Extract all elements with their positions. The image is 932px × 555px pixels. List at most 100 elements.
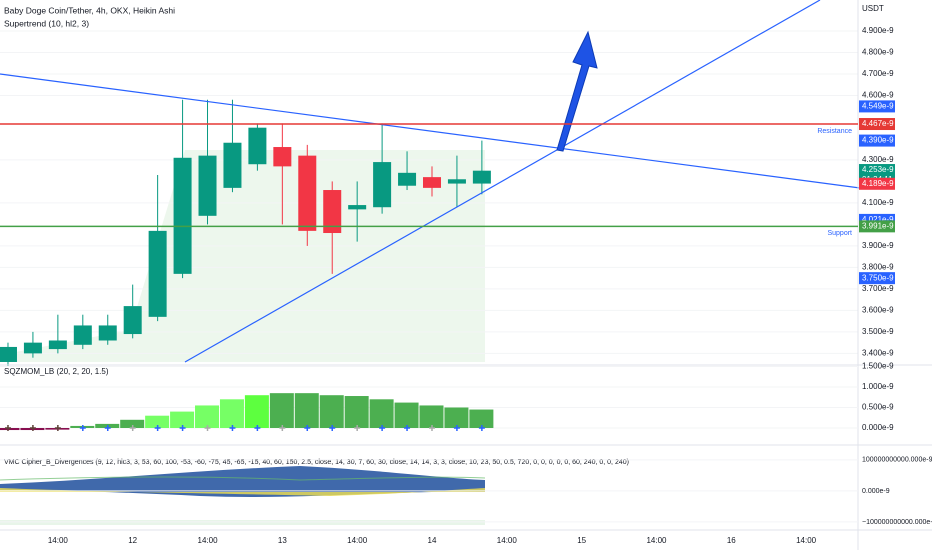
histogram-bar <box>319 395 344 428</box>
y-tick-label: 3.500e-9 <box>862 327 894 336</box>
histogram-bar <box>369 399 394 428</box>
candle-body <box>298 155 317 231</box>
wave-line <box>0 476 486 481</box>
squeeze-dot <box>254 424 261 431</box>
x-tick-label: 14:00 <box>796 536 817 545</box>
squeeze-dot <box>229 424 236 431</box>
candle-body <box>0 346 17 362</box>
price-tag <box>859 134 895 147</box>
candle-body <box>73 325 92 345</box>
price-tag-label: 4.467e-9 <box>862 119 894 128</box>
y-tick-label: 3.400e-9 <box>862 349 894 358</box>
histogram-bar <box>294 393 319 428</box>
y-tick-label: 0.500e-9 <box>862 403 894 412</box>
price-tag-label: 4.189e-9 <box>862 179 894 188</box>
squeeze-dot <box>453 424 460 431</box>
x-tick-label: 14:00 <box>497 536 518 545</box>
price-tag <box>859 220 895 233</box>
squeeze-dot <box>279 424 286 431</box>
histogram-bar <box>219 399 244 428</box>
squeeze-dot <box>428 424 435 431</box>
candle-body <box>48 340 67 350</box>
histogram-bar <box>419 405 444 428</box>
candle-body <box>248 127 267 165</box>
y-tick-label: 1.000e-9 <box>862 382 894 391</box>
wave-yellow <box>0 488 485 496</box>
squeeze-dot <box>379 424 386 431</box>
pane-title: SQZMOM_LB (20, 2, 20, 1.5) <box>4 367 109 376</box>
squeeze-dot <box>404 424 411 431</box>
y-tick-label: 1.500e-9 <box>862 362 894 371</box>
squeeze-dot <box>129 424 136 431</box>
trendline-down <box>0 73 861 189</box>
histogram-bar <box>444 407 469 428</box>
candle-body <box>373 162 392 208</box>
x-tick-label: 12 <box>128 536 137 545</box>
histogram-bar <box>344 396 369 428</box>
arrow <box>556 30 598 152</box>
x-tick-label: 16 <box>727 536 736 545</box>
level-label: Resistance <box>817 128 852 135</box>
trendline-up <box>184 0 821 363</box>
y-tick-label: 4.800e-9 <box>862 48 894 57</box>
x-tick-label: 14:00 <box>48 536 69 545</box>
squeeze-dot <box>154 424 161 431</box>
x-tick-label: 15 <box>577 536 586 545</box>
y-tick-label: 3.900e-9 <box>862 241 894 250</box>
histogram-bar <box>269 393 294 428</box>
squeeze-dot <box>4 424 11 431</box>
candle-body <box>398 172 417 186</box>
y-tick-label: −100000000000.000e-9 <box>862 519 932 526</box>
candle-body <box>422 177 441 188</box>
price-tag <box>859 118 895 131</box>
price-tag-label: 4.021e-9 <box>862 215 894 224</box>
candle-body <box>148 230 167 317</box>
y-tick-label: 4.600e-9 <box>862 91 894 100</box>
pane-title: VMC Cipher_B_Divergences (9, 12, hlc3, 3… <box>4 459 629 466</box>
y-tick-label: 0.000e-9 <box>862 423 894 432</box>
histogram-bar <box>170 411 195 428</box>
price-tag <box>859 272 895 285</box>
chart-title: Baby Doge Coin/Tether, 4h, OKX, Heikin A… <box>4 5 175 15</box>
price-tag-label: 4.253e-9 <box>862 165 894 174</box>
band <box>0 520 485 525</box>
y-tick-label: 4.700e-9 <box>862 69 894 78</box>
candle-body <box>173 157 192 274</box>
y-tick-label: 4.100e-9 <box>862 198 894 207</box>
candle-body <box>323 190 342 234</box>
histogram-bar <box>244 395 269 428</box>
squeeze-dot <box>179 424 186 431</box>
candle-body <box>472 170 491 184</box>
histogram-bar <box>120 419 145 428</box>
candle-body <box>23 342 42 354</box>
price-tag <box>859 177 895 190</box>
x-tick-label: 13 <box>278 536 287 545</box>
y-tick-label: 4.900e-9 <box>862 26 894 35</box>
squeeze-dot <box>354 424 361 431</box>
x-tick-label: 14:00 <box>347 536 368 545</box>
candle-body <box>198 155 217 216</box>
x-tick-label: 14:00 <box>646 536 667 545</box>
currency: USDT <box>862 4 884 13</box>
candle-body <box>123 306 142 335</box>
histogram-bar <box>469 409 494 428</box>
candle-body <box>348 205 367 210</box>
price-tag <box>859 100 895 113</box>
squeeze-dot <box>304 424 311 431</box>
histogram-bar <box>195 405 220 428</box>
indicator-label: Supertrend (10, hl2, 3) <box>4 18 89 28</box>
squeeze-dot <box>329 424 336 431</box>
price-tag-label: 4.390e-9 <box>862 136 894 145</box>
x-tick-label: 14 <box>428 536 437 545</box>
y-tick-label: 3.600e-9 <box>862 306 894 315</box>
level-label: Support <box>827 230 852 237</box>
candle-body <box>447 179 466 184</box>
histogram-bar <box>0 427 20 431</box>
squeeze-dot <box>79 424 86 431</box>
squeeze-dot <box>478 424 485 431</box>
main-pane <box>0 30 858 367</box>
candle-body <box>223 142 242 188</box>
candle-body <box>98 325 117 341</box>
y-tick-label: 4.300e-9 <box>862 155 894 164</box>
wave <box>0 466 485 497</box>
